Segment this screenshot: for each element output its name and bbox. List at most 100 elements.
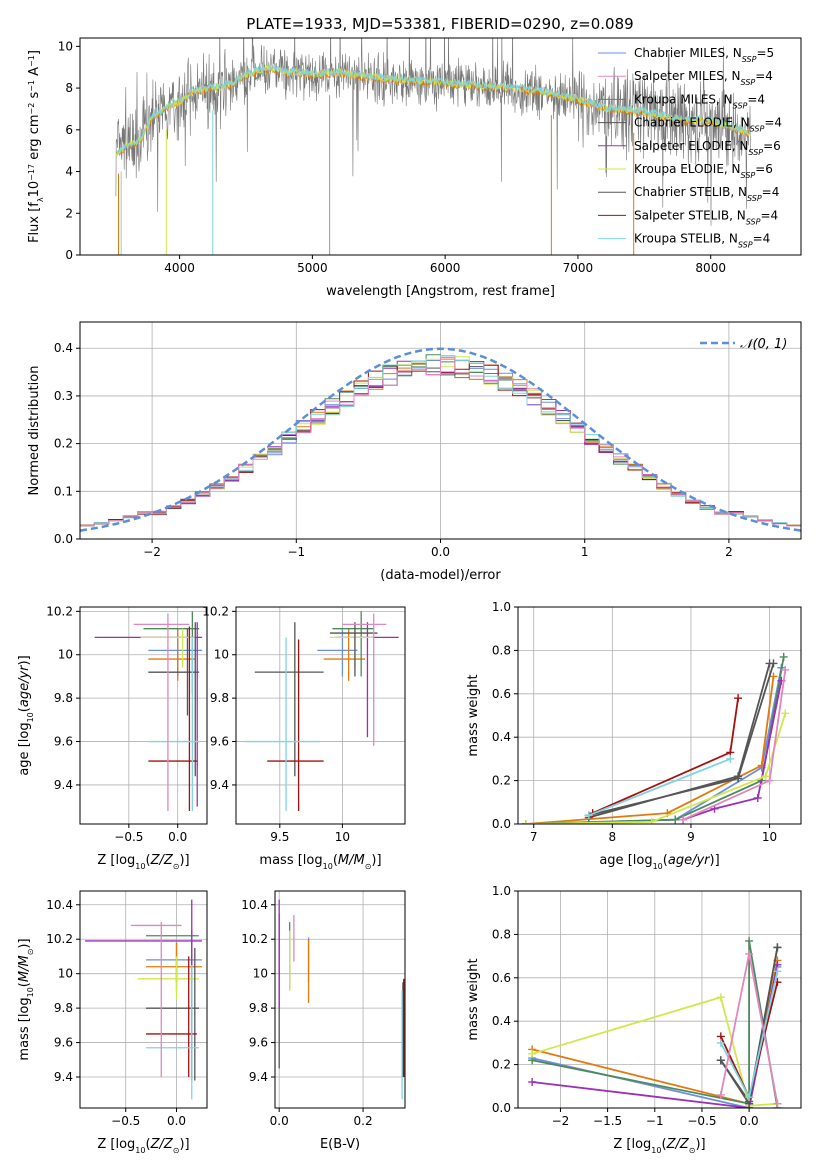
y-tick-label: 9.6 (54, 735, 73, 749)
y-tick-label: 10.2 (202, 604, 229, 618)
x-tick-label: 2 (725, 545, 733, 559)
mass-weight-line (588, 663, 771, 819)
mass_weight_vs_Z-axes-frame (517, 890, 802, 1109)
plus-marker (679, 815, 688, 824)
y-tick-label: 9.8 (210, 691, 229, 705)
plus-marker (716, 993, 725, 1002)
mass-vs-ebv-xlabel: E(B-V) (320, 1137, 360, 1152)
mass_weight_vs_Z-plot-area (528, 936, 782, 1108)
y-tick-label: 0.4 (492, 730, 511, 744)
x-tick-label: 10 (335, 830, 350, 844)
age-vs-Z-xlabel: Z [log10(Z/Z⊙)] (97, 853, 189, 871)
y-tick-label: 0.8 (492, 643, 511, 657)
mass_weight_vs_Z-axes: −2 −1.5 −1 −0.5 0.0 0.0 0.2 0.4 0.6 0.8 1.0 (492, 884, 801, 1128)
y-tick-label: 0.2 (492, 774, 511, 788)
spectrum-model-line (115, 63, 751, 157)
plus-marker (528, 1049, 537, 1058)
plus-marker (765, 776, 774, 785)
y-tick-label: 9.4 (54, 1070, 73, 1084)
mass_weight_vs_Z-ylabel: mass weight (466, 958, 481, 1040)
spectrum-xlabel: wavelength [Angstrom, rest frame] (326, 284, 555, 299)
y-tick-label: 0.2 (492, 1058, 511, 1072)
plus-marker (716, 1056, 725, 1065)
mass-weight-line (525, 676, 775, 824)
mass-weight-vs-age-xlabel: age [log10(age/yr)] (599, 853, 719, 871)
x-tick-label: −2 (143, 545, 161, 559)
x-tick-label: 1 (581, 545, 589, 559)
plus-marker (734, 694, 743, 703)
plus-marker (716, 1090, 725, 1099)
plus-marker (745, 949, 754, 958)
figure-title: PLATE=1933, MJD=53381, FIBERID=0290, z=0… (246, 15, 633, 33)
mass_vs_ebv-axes: 0.0 0.2 9.4 9.6 9.8 10 10.2 10.4 (241, 891, 405, 1128)
age_vs_Z-plot-area (94, 611, 203, 811)
age_vs_mass-axes: 9.5 10 9.4 9.6 9.8 10 10.2 (202, 604, 405, 844)
plus-marker (753, 793, 762, 802)
legend-label: Chabrier ELODIE, NSSP=4 (634, 116, 782, 134)
mass_vs_Z-axes: −0.5 0.0 9.4 9.6 9.8 10 10.2 10.4 (46, 891, 207, 1128)
spectrum-axes: 4000 5000 6000 7000 8000 0 2 4 6 8 10 (58, 39, 726, 275)
x-tick-label: 10 (762, 830, 777, 844)
x-tick-label: 8 (609, 830, 617, 844)
residuals-ylabel: Normed distribution (27, 366, 42, 496)
y-tick-label: 0.4 (492, 1014, 511, 1028)
y-tick-label: 10.2 (241, 932, 268, 946)
y-tick-label: 10 (58, 648, 73, 662)
y-tick-label: 10.4 (241, 898, 268, 912)
mass_vs_ebv-axes-frame (274, 890, 406, 1109)
legend-label: Chabrier MILES, NSSP=5 (634, 46, 774, 64)
y-tick-label: 10 (58, 967, 73, 981)
legend-label: Kroupa ELODIE, NSSP=6 (634, 162, 773, 180)
y-tick-label: 9.8 (249, 1001, 268, 1015)
y-tick-label: 10 (58, 39, 73, 53)
y-tick-label: 0.2 (54, 437, 73, 451)
x-tick-label: −1.5 (593, 1114, 622, 1128)
x-tick-label: 6000 (430, 261, 461, 275)
x-tick-label: 0.0 (167, 1114, 186, 1128)
mass-weight-line (531, 996, 778, 1107)
x-tick-label: −0.5 (111, 1114, 140, 1128)
x-tick-label: 0.0 (431, 545, 450, 559)
x-tick-label: 8000 (695, 261, 726, 275)
plus-marker (745, 936, 754, 945)
x-tick-label: −1 (646, 1114, 664, 1128)
x-tick-label: 0.0 (270, 1114, 289, 1128)
x-tick-label: 0.0 (168, 830, 187, 844)
plus-marker (761, 772, 770, 781)
mass-weight-line (588, 663, 775, 817)
y-tick-label: 9.4 (54, 778, 73, 792)
plus-marker (726, 754, 735, 763)
y-tick-label: 9.6 (249, 1036, 268, 1050)
chart-layer: 4000 5000 6000 7000 8000 0 2 4 6 8 10 Chabrier MILE… (17, 37, 802, 1155)
mass-weight-line (525, 667, 783, 824)
plus-marker (773, 1099, 782, 1108)
y-tick-label: 9.6 (210, 735, 229, 749)
y-tick-label: 9.4 (249, 1070, 268, 1084)
y-tick-label: 0.6 (492, 971, 511, 985)
y-tick-label: 2 (65, 206, 73, 220)
residuals-axes-frame (79, 321, 802, 540)
y-tick-label: 10.4 (46, 898, 73, 912)
x-tick-label: −0.5 (687, 1114, 716, 1128)
plus-marker (769, 659, 778, 668)
plus-marker (734, 774, 743, 783)
x-tick-label: 5000 (297, 261, 328, 275)
x-tick-label: 9.5 (270, 830, 289, 844)
x-tick-label: 7 (530, 830, 538, 844)
plus-marker (773, 967, 782, 976)
y-tick-label: 0.8 (492, 927, 511, 941)
spectrum-axes-frame (79, 37, 802, 256)
age-vs-Z-ylabel: age [log10(age/yr)] (17, 655, 35, 775)
y-tick-label: 1.0 (492, 600, 511, 614)
x-tick-label: −2 (552, 1114, 570, 1128)
plus-marker (528, 1077, 537, 1086)
mass_vs_Z-axes-frame (79, 890, 208, 1109)
plus-marker (781, 665, 790, 674)
spectrum-plot-area (115, 38, 751, 255)
y-tick-label: 10.2 (46, 604, 73, 618)
plus-marker (745, 1093, 754, 1102)
y-tick-label: 0.0 (492, 1101, 511, 1115)
legend-label: Kroupa STELIB, NSSP=4 (634, 232, 770, 250)
legend-label: Kroupa MILES, NSSP=4 (634, 92, 765, 110)
